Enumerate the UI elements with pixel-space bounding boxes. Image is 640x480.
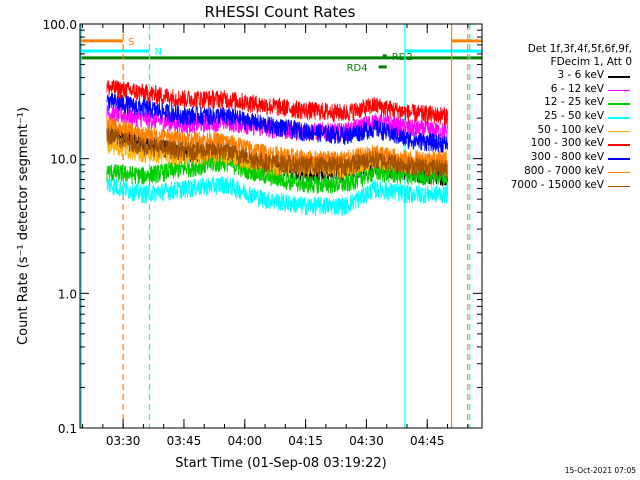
flag-label: S <box>128 37 134 48</box>
x-tick-label: 03:45 <box>167 434 202 448</box>
chart-title: RHESSI Count Rates <box>205 3 356 21</box>
legend-label: 800 - 7000 keV <box>524 164 604 177</box>
legend-label: 50 - 100 keV <box>537 123 604 136</box>
legend-label: 12 - 25 keV <box>544 96 604 109</box>
legend-swatch <box>608 171 630 174</box>
series-line-6 <box>106 93 448 153</box>
legend-swatch <box>608 76 630 78</box>
plot-frame <box>79 23 483 429</box>
legend-rows: 3 - 6 keV 6 - 12 keV 12 - 25 keV 25 - 50 ke… <box>476 69 632 192</box>
legend-label: 100 - 300 keV <box>530 137 604 150</box>
legend-entry: 25 - 50 keV <box>476 110 632 124</box>
legend-entry: 12 - 25 keV <box>476 96 632 110</box>
y-tick-label: 10.0 <box>50 153 77 167</box>
legend-label: 7000 - 15000 keV <box>510 178 604 191</box>
generation-timestamp: 15-Oct-2021 07:05 <box>564 466 636 475</box>
x-tick-label: 04:30 <box>349 434 384 448</box>
legend-entry: 7000 - 15000 keV <box>476 179 632 193</box>
x-tick-label: 03:30 <box>106 434 141 448</box>
legend-swatch <box>608 89 630 92</box>
y-tick-label: 1.0 <box>58 287 77 301</box>
legend-swatch <box>608 117 630 119</box>
legend-entry: 3 - 6 keV <box>476 69 632 83</box>
series-line-2 <box>106 154 448 195</box>
flag-label: RD4 <box>347 63 368 74</box>
x-axis: 03:30 03:45 04:00 04:15 04:30 04:45 <box>82 24 469 448</box>
flag-label: RD2 <box>392 52 413 63</box>
y-tick-label: 0.1 <box>58 422 77 436</box>
status-flags: S N RD2 RD4 <box>80 37 482 74</box>
legend-swatch <box>608 158 630 160</box>
y-axis-label: Count Rate (s⁻¹ detector segment⁻¹) <box>16 107 31 345</box>
legend: Det 1f,3f,4f,5f,6f,9f, FDecim 1, Att 0 3… <box>476 43 632 192</box>
legend-label: 300 - 800 keV <box>530 151 604 164</box>
x-tick-label: 04:15 <box>288 434 323 448</box>
legend-entry: 300 - 800 keV <box>476 151 632 165</box>
legend-entry: 100 - 300 keV <box>476 137 632 151</box>
legend-swatch <box>608 130 630 133</box>
flag-label: N <box>154 47 161 58</box>
y-tick-label: 100.0 <box>43 18 77 32</box>
legend-entry: 50 - 100 keV <box>476 124 632 138</box>
legend-swatch <box>608 144 630 146</box>
y-axis: 0.1 1.0 10.0 100.0 <box>43 18 482 436</box>
series-line-3 <box>106 176 448 218</box>
legend-header-detectors: Det 1f,3f,4f,5f,6f,9f, <box>527 43 632 55</box>
legend-swatch <box>608 185 630 187</box>
legend-header-decimation: FDecim 1, Att 0 <box>550 56 632 68</box>
legend-label: 25 - 50 keV <box>544 110 604 123</box>
series-group <box>106 79 448 218</box>
legend-entry: 800 - 7000 keV <box>476 165 632 179</box>
series-line-5 <box>106 79 448 126</box>
series-line-8 <box>106 127 448 179</box>
attenuator-vlines <box>80 24 471 428</box>
x-tick-label: 04:45 <box>410 434 445 448</box>
x-axis-label: Start Time (01-Sep-08 03:19:22) <box>175 456 386 471</box>
legend-swatch <box>608 103 630 105</box>
legend-entry: 6 - 12 keV <box>476 83 632 97</box>
x-tick-label: 04:00 <box>227 434 262 448</box>
legend-label: 3 - 6 keV <box>557 69 604 81</box>
legend-label: 6 - 12 keV <box>550 82 604 95</box>
